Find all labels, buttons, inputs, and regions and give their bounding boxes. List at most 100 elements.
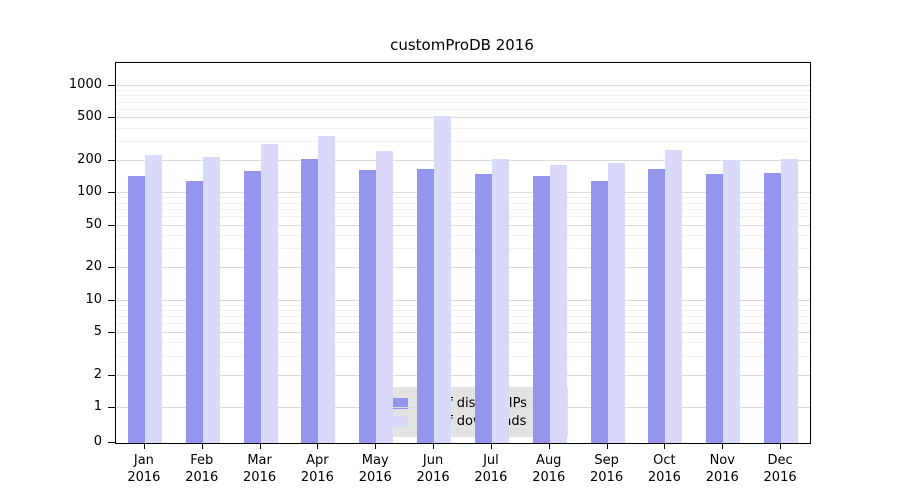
- y-tick-mark: [108, 442, 115, 443]
- gridline: [116, 235, 810, 237]
- bar-downloads: [376, 150, 394, 443]
- y-axis-label: 1000: [68, 77, 102, 92]
- y-axis-label: 20: [85, 259, 102, 275]
- y-tick-mark: [108, 192, 115, 194]
- y-tick-mark: [108, 267, 115, 269]
- x-axis-label: Sep 2016: [590, 453, 624, 485]
- x-axis-label: Nov 2016: [705, 453, 739, 485]
- x-tick-mark: [548, 443, 550, 449]
- x-axis-label: Jul 2016: [474, 453, 508, 485]
- plot-area: Nb of distinct IPs Nb of downloads: [115, 62, 811, 444]
- gridline: [116, 224, 810, 226]
- y-tick-mark: [108, 299, 115, 301]
- chart-title: customProDB 2016: [390, 36, 534, 54]
- gridline: [116, 127, 810, 129]
- x-tick-mark: [317, 443, 319, 449]
- y-tick-mark: [108, 160, 115, 162]
- bar-distinct-ips: [764, 172, 782, 443]
- gridline: [116, 299, 810, 301]
- gridline: [116, 374, 810, 376]
- bar-distinct-ips: [243, 171, 261, 443]
- bar-downloads: [260, 143, 278, 443]
- bar-downloads: [144, 154, 162, 443]
- x-axis-label: Dec 2016: [763, 453, 797, 485]
- gridline: [116, 208, 810, 210]
- bar-distinct-ips: [185, 181, 203, 443]
- y-tick-mark: [108, 224, 115, 226]
- gridline: [116, 316, 810, 318]
- bar-downloads: [607, 163, 625, 443]
- y-axis-label: 2: [93, 366, 102, 382]
- y-tick-mark: [108, 407, 115, 408]
- bar-downloads: [202, 156, 220, 443]
- bar-distinct-ips: [417, 168, 435, 443]
- x-tick-mark: [259, 443, 261, 449]
- gridline: [116, 202, 810, 204]
- bar-downloads: [318, 136, 336, 443]
- bar-distinct-ips: [359, 170, 377, 443]
- gridline: [116, 323, 810, 325]
- gridline: [116, 248, 810, 250]
- bar-downloads: [549, 164, 567, 443]
- x-tick-mark: [490, 443, 492, 449]
- bar-distinct-ips: [648, 168, 666, 443]
- gridline: [116, 216, 810, 218]
- bar-downloads: [491, 158, 509, 443]
- bar-downloads: [723, 159, 741, 443]
- bar-distinct-ips: [706, 174, 724, 443]
- gridline: [116, 342, 810, 344]
- bar-distinct-ips: [474, 174, 492, 443]
- bar-distinct-ips: [301, 158, 319, 443]
- x-axis-label: May 2016: [358, 453, 392, 485]
- bar-distinct-ips: [532, 176, 550, 443]
- y-axis-label: 200: [77, 152, 102, 168]
- bar-distinct-ips: [127, 176, 145, 443]
- x-tick-mark: [606, 443, 608, 449]
- y-axis-label: 500: [77, 109, 102, 125]
- y-tick-mark: [108, 117, 115, 119]
- y-axis-label: 1: [93, 399, 102, 414]
- legend-swatch: [384, 415, 408, 427]
- x-tick-mark: [664, 443, 666, 449]
- gridline: [116, 101, 810, 103]
- x-tick-mark: [780, 443, 782, 449]
- x-axis-label: Jun 2016: [416, 453, 450, 485]
- y-axis-label: 10: [85, 291, 102, 307]
- y-axis-label: 5: [93, 323, 102, 339]
- gridline: [116, 267, 810, 269]
- bar-downloads: [781, 158, 799, 443]
- gridline: [116, 407, 810, 408]
- gridline: [116, 331, 810, 333]
- gridline: [116, 95, 810, 97]
- x-axis-label: Aug 2016: [532, 453, 566, 485]
- gridline: [116, 304, 810, 306]
- x-tick-mark: [201, 443, 203, 449]
- x-axis-label: Mar 2016: [243, 453, 277, 485]
- gridline: [116, 141, 810, 143]
- y-axis-label: 100: [77, 184, 102, 200]
- x-axis-label: Oct 2016: [647, 453, 681, 485]
- x-tick-mark: [375, 443, 377, 449]
- y-axis-label: 50: [85, 216, 102, 232]
- gridline: [116, 355, 810, 357]
- x-tick-mark: [433, 443, 435, 449]
- x-axis-label: Feb 2016: [185, 453, 219, 485]
- gridline: [116, 85, 810, 86]
- gridline: [116, 192, 810, 194]
- y-tick-mark: [108, 85, 115, 86]
- y-axis-label: 0: [93, 434, 102, 449]
- bar-downloads: [665, 149, 683, 443]
- gridline: [116, 108, 810, 110]
- gridline: [116, 89, 810, 91]
- x-tick-mark: [722, 443, 724, 449]
- gridline: [116, 310, 810, 312]
- legend-swatch: [384, 397, 408, 409]
- y-tick-mark: [108, 331, 115, 333]
- bar-downloads: [434, 116, 452, 443]
- x-tick-mark: [143, 443, 145, 449]
- bar-distinct-ips: [590, 181, 608, 443]
- gridline: [116, 197, 810, 199]
- gridline: [116, 160, 810, 162]
- x-axis-label: Jan 2016: [127, 453, 161, 485]
